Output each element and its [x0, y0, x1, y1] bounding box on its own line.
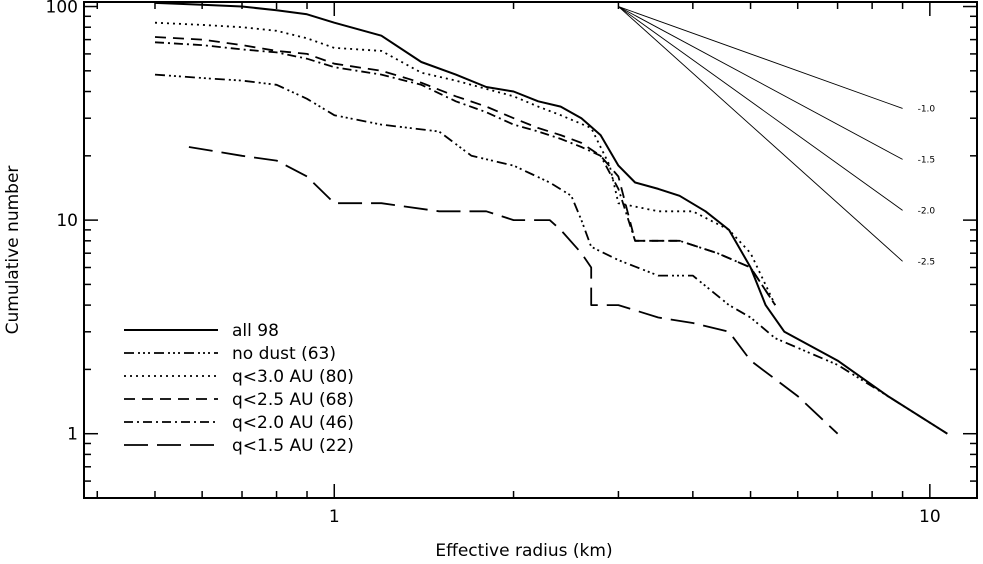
series-line-1	[154, 1, 948, 435]
reference-slope-lines: -1.0 -1.5 -2.0 -2.5	[618, 6, 936, 267]
reference-slope-label: -2.5	[918, 257, 936, 267]
legend-label: q<2.0 AU (46)	[232, 413, 354, 433]
reference-slope-line	[618, 6, 903, 211]
y-tick-label: 100	[46, 0, 78, 18]
reference-slope-line	[618, 6, 903, 160]
x-axis-title: Effective radius (km)	[435, 541, 612, 561]
series-line-4	[154, 36, 776, 306]
reference-slope-line	[618, 6, 903, 262]
series-line-2	[154, 73, 948, 435]
legend-label: q<3.0 AU (80)	[232, 367, 354, 387]
legend-label: no dust (63)	[232, 344, 336, 364]
reference-slope-label: -1.0	[918, 104, 936, 114]
legend-label: q<1.5 AU (22)	[232, 436, 354, 456]
axis-tick-labels: 1 10 1 10 100	[46, 0, 941, 527]
axis-ticks	[84, 2, 977, 498]
reference-slope-label: -1.5	[918, 155, 936, 165]
reference-slope-line	[618, 6, 903, 109]
y-tick-label: 10	[56, 211, 78, 231]
legend: all 98 no dust (63) q<3.0 AU (80) q<2.5 AU …	[124, 321, 354, 456]
series-line-6	[188, 146, 839, 435]
series-line-3	[154, 21, 777, 306]
plot-frame	[83, 1, 978, 499]
y-axis-title: Cumulative number	[3, 166, 23, 335]
reference-slope-label: -2.0	[918, 206, 936, 216]
x-tick-label: 1	[329, 507, 340, 527]
x-tick-label: 10	[919, 507, 941, 527]
data-series	[154, 1, 948, 435]
legend-label: q<2.5 AU (68)	[232, 390, 354, 410]
legend-label: all 98	[232, 321, 279, 341]
y-tick-label: 1	[67, 425, 78, 445]
